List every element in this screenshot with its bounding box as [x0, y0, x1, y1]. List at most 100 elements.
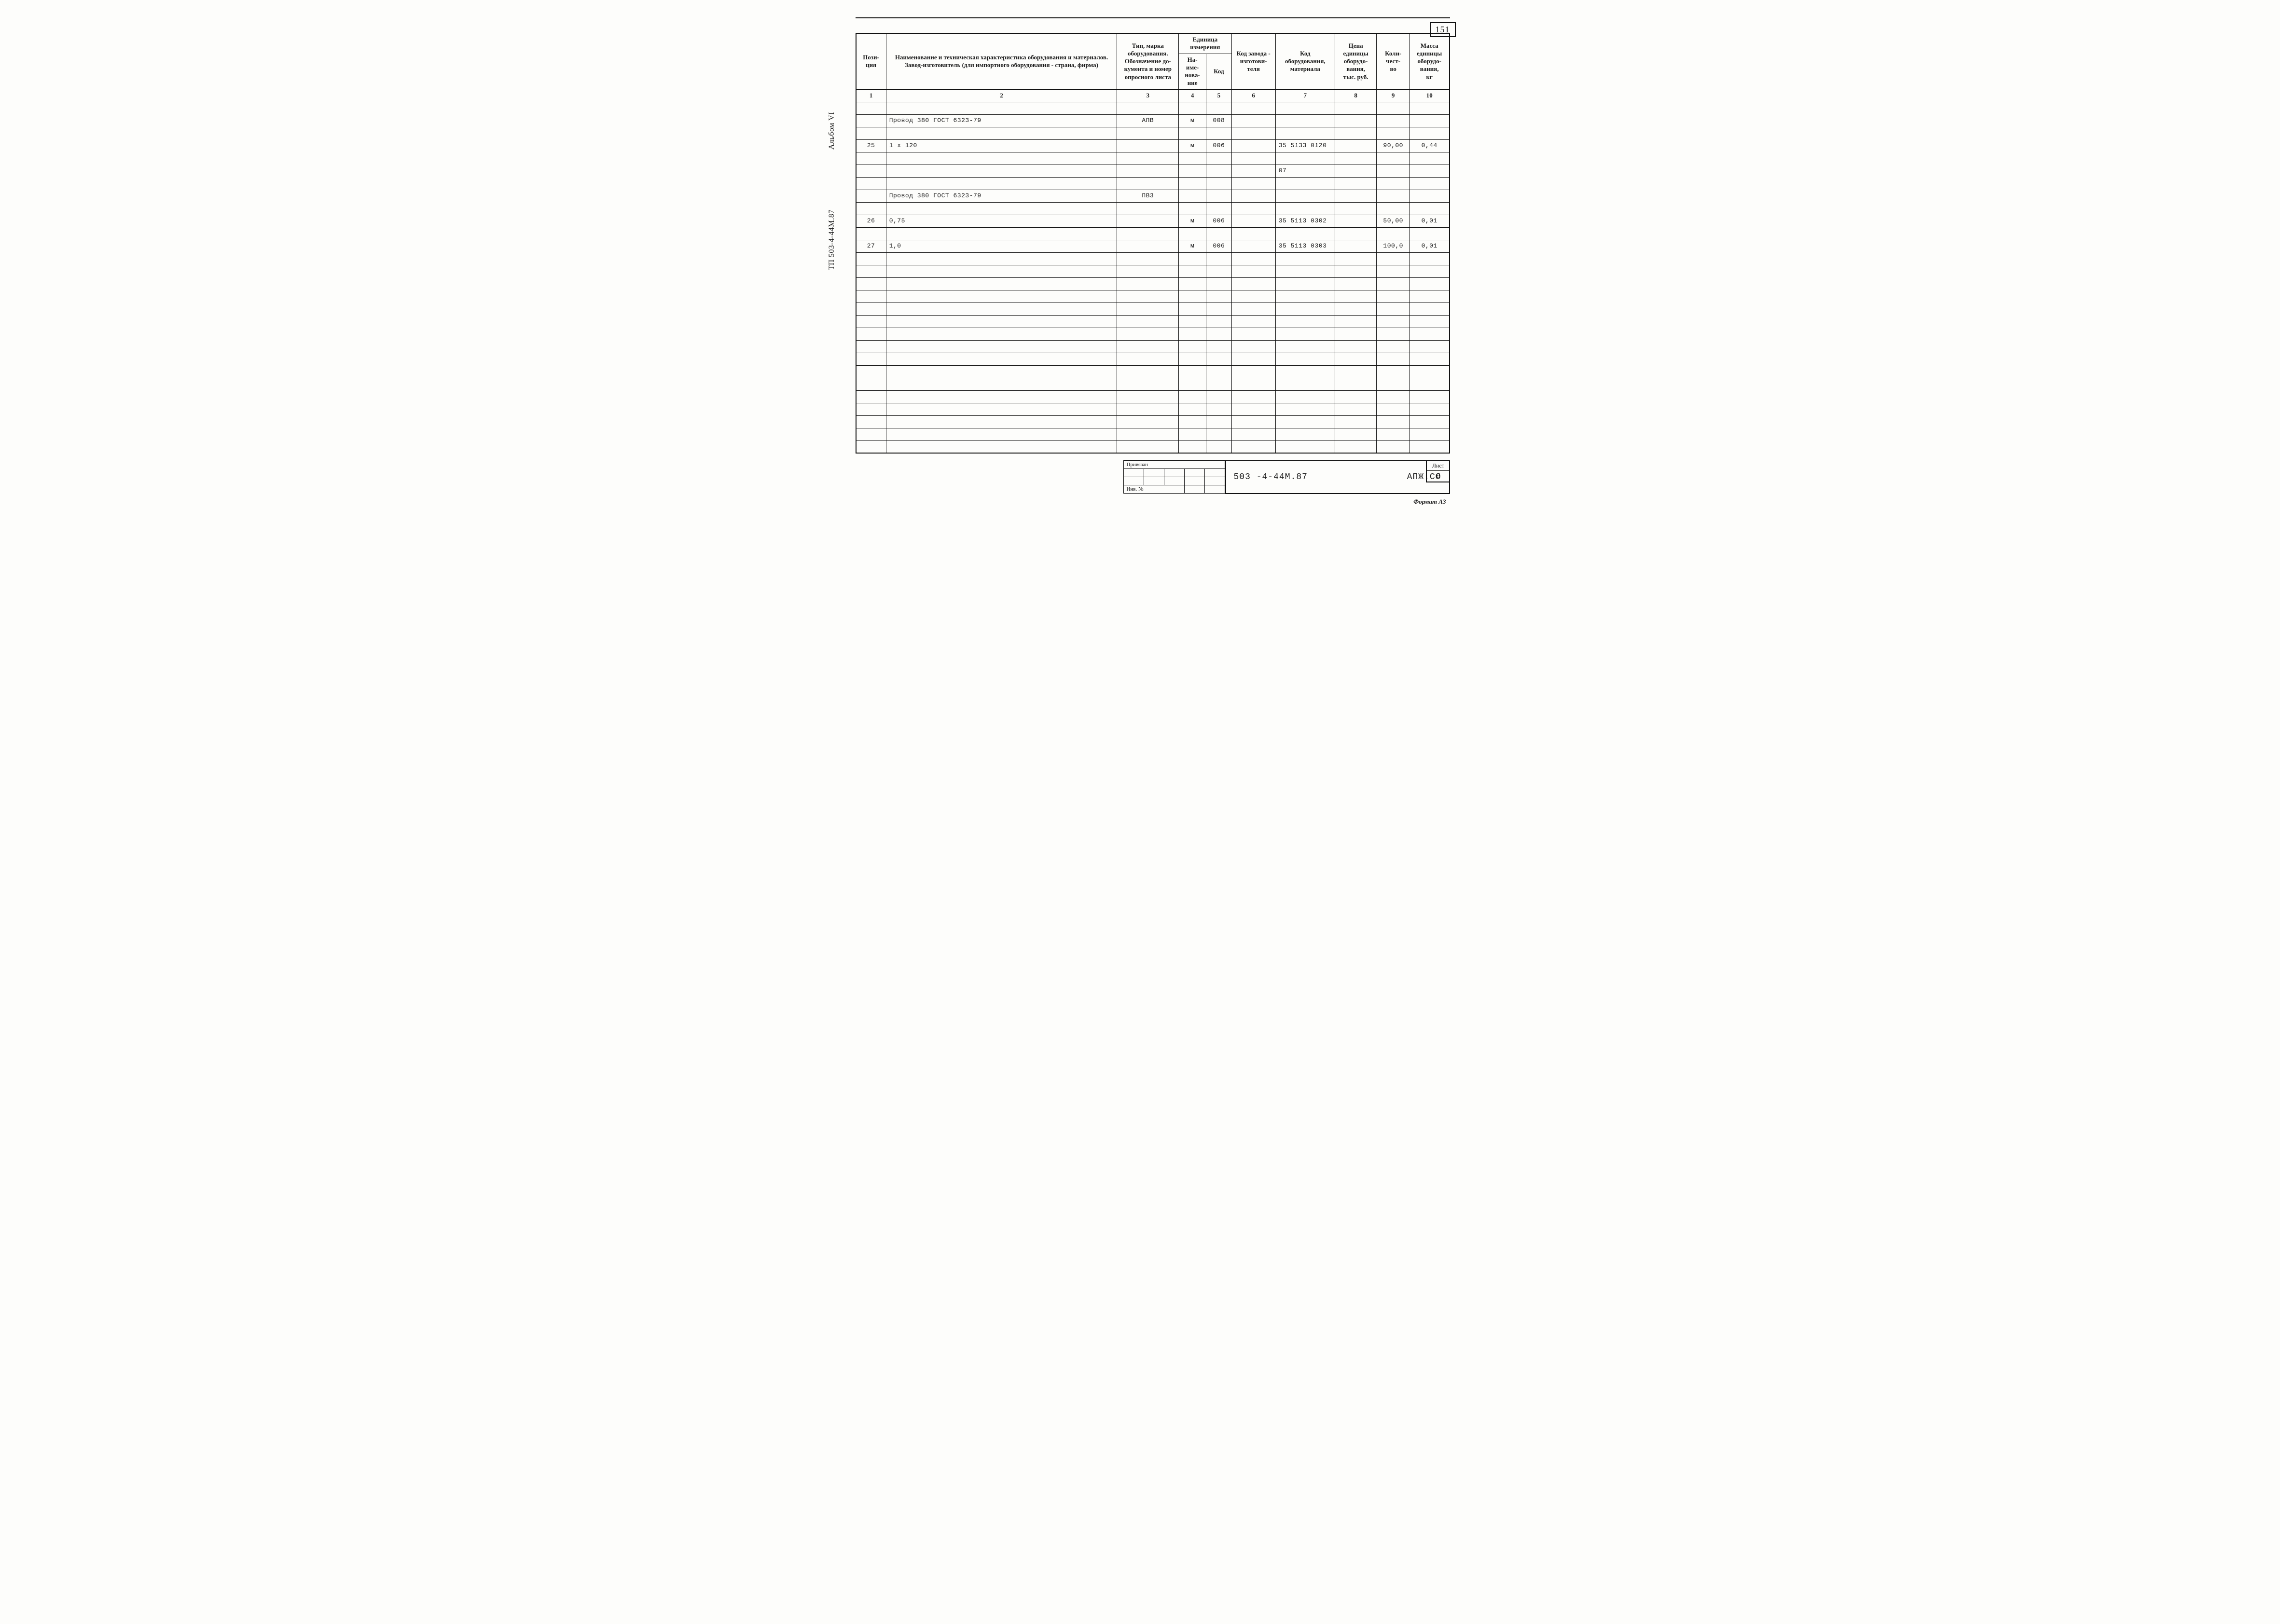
cell: [856, 340, 886, 353]
cell: Провод 380 ГОСТ 6323-79: [886, 190, 1117, 202]
cell: [886, 277, 1117, 290]
cell: [1206, 415, 1231, 428]
cell: [1335, 252, 1377, 265]
table-row: [856, 403, 1450, 415]
cell: [1335, 265, 1377, 277]
cell: [1335, 353, 1377, 365]
cell: [1117, 415, 1179, 428]
spec-table-body: Провод 380 ГОСТ 6323-79АПВм008251 х 120м…: [856, 102, 1450, 453]
cell: [1335, 139, 1377, 152]
cell: [1231, 240, 1275, 252]
cell: [1117, 328, 1179, 340]
cell: м: [1179, 215, 1206, 227]
cell: [1117, 390, 1179, 403]
cell: [1179, 290, 1206, 303]
cell: [1275, 390, 1335, 403]
cell: [1275, 152, 1335, 165]
cell: [1377, 390, 1409, 403]
cell: [856, 290, 886, 303]
cell: [1117, 177, 1179, 190]
colnum: 10: [1409, 89, 1449, 102]
cell: [1377, 415, 1409, 428]
table-row: [856, 365, 1450, 378]
cell: [1179, 403, 1206, 415]
cell: [856, 378, 886, 390]
cell: [856, 277, 886, 290]
cell: [1231, 227, 1275, 240]
cell: [886, 290, 1117, 303]
cell: [1335, 440, 1377, 453]
cell: [1335, 215, 1377, 227]
cell: [1231, 114, 1275, 127]
cell: [1231, 277, 1275, 290]
cell: [1179, 365, 1206, 378]
cell: [1275, 303, 1335, 315]
colnum: 2: [886, 89, 1117, 102]
table-row: [856, 428, 1450, 440]
cell: [1206, 127, 1231, 139]
cell: [1275, 265, 1335, 277]
spacer-row: [856, 177, 1450, 190]
cell: 0,01: [1409, 240, 1449, 252]
cell: [1117, 202, 1179, 215]
spacer-row: [856, 152, 1450, 165]
cell: [1377, 127, 1409, 139]
cell: [1275, 378, 1335, 390]
side-label-code: ТП 503-4-44М.87: [828, 209, 836, 270]
privyazan-label: Привязан: [1123, 461, 1225, 469]
cell: [1377, 440, 1409, 453]
cell: [886, 127, 1117, 139]
cell: [886, 365, 1117, 378]
cell: [1409, 114, 1449, 127]
cell: [856, 315, 886, 328]
cell: [1377, 340, 1409, 353]
table-row: [856, 277, 1450, 290]
cell: [1206, 303, 1231, 315]
cell: [886, 315, 1117, 328]
hdr-unit: Единицаизмерения: [1179, 33, 1231, 54]
cell: [1377, 165, 1409, 177]
cell: [1335, 365, 1377, 378]
cell: [1409, 353, 1449, 365]
hdr-type: Тип, маркаоборудования.Обозначение до-ку…: [1117, 33, 1179, 89]
cell: [1335, 177, 1377, 190]
cell: АПВ: [1117, 114, 1179, 127]
cell: [1179, 378, 1206, 390]
cell: [1117, 315, 1179, 328]
cell: [1231, 202, 1275, 215]
cell: [886, 378, 1117, 390]
page-number: 151: [1430, 22, 1456, 37]
column-numbers-row: 1 2 3 4 5 6 7 8 9 10: [856, 89, 1450, 102]
cell: [1409, 227, 1449, 240]
cell: [1206, 227, 1231, 240]
cell: [1335, 202, 1377, 215]
cell: [1231, 415, 1275, 428]
spacer-row: [856, 102, 1450, 114]
cell: [1206, 165, 1231, 177]
cell: [1231, 303, 1275, 315]
cell: [1335, 277, 1377, 290]
cell: [856, 165, 886, 177]
cell: [1275, 190, 1335, 202]
cell: [1409, 415, 1449, 428]
cell: [1117, 252, 1179, 265]
cell: [1179, 152, 1206, 165]
cell: [1117, 240, 1179, 252]
cell: [856, 227, 886, 240]
cell: [1117, 277, 1179, 290]
cell: [1409, 102, 1449, 114]
cell: [886, 252, 1117, 265]
cell: [1206, 428, 1231, 440]
sheet-box: Лист 6: [1426, 460, 1450, 482]
cell: [1409, 252, 1449, 265]
cell: [856, 415, 886, 428]
cell: [1335, 428, 1377, 440]
cell: 100,0: [1377, 240, 1409, 252]
cell: [1206, 177, 1231, 190]
cell: [1409, 340, 1449, 353]
cell: м: [1179, 114, 1206, 127]
cell: 90,00: [1377, 139, 1409, 152]
cell: [886, 303, 1117, 315]
cell: [1206, 365, 1231, 378]
cell: [1335, 127, 1377, 139]
